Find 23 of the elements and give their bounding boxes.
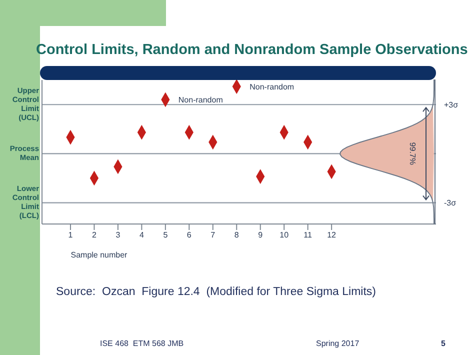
x-tick-label: 5 bbox=[163, 230, 168, 240]
x-tick-label: 3 bbox=[116, 230, 121, 240]
chart-title: Control Limits, Random and Nonrandom Sample Observations bbox=[36, 42, 468, 58]
annotation: Non-random bbox=[178, 96, 224, 105]
x-tick-label: 9 bbox=[258, 230, 264, 240]
x-tick-label: 7 bbox=[210, 230, 216, 240]
annotation: 99.7% bbox=[408, 142, 417, 165]
annotation: Non-random bbox=[250, 82, 294, 92]
y-tick-label: -3σ bbox=[444, 198, 456, 208]
y-tick-label: +3σ bbox=[444, 100, 458, 110]
x-tick-label: 11 bbox=[304, 230, 313, 240]
text: 5 bbox=[441, 339, 446, 348]
x-tick-label: 8 bbox=[234, 230, 240, 240]
x-tick-label: 1 bbox=[68, 230, 74, 240]
x-axis-title: Sample number bbox=[70, 250, 128, 260]
x-tick-label: 6 bbox=[186, 230, 192, 240]
x-tick-label: 10 bbox=[280, 230, 290, 240]
text: Spring 2017 bbox=[316, 339, 360, 348]
x-tick-label: 4 bbox=[139, 230, 144, 240]
x-tick-label: 12 bbox=[327, 230, 337, 240]
source-note: Source: Ozcan Figure 12.4 (Modified for Three Sigma Limits) bbox=[56, 286, 376, 298]
text: ISE 468 ETM 568 JMB bbox=[100, 339, 184, 348]
x-tick-label: 2 bbox=[92, 230, 97, 240]
